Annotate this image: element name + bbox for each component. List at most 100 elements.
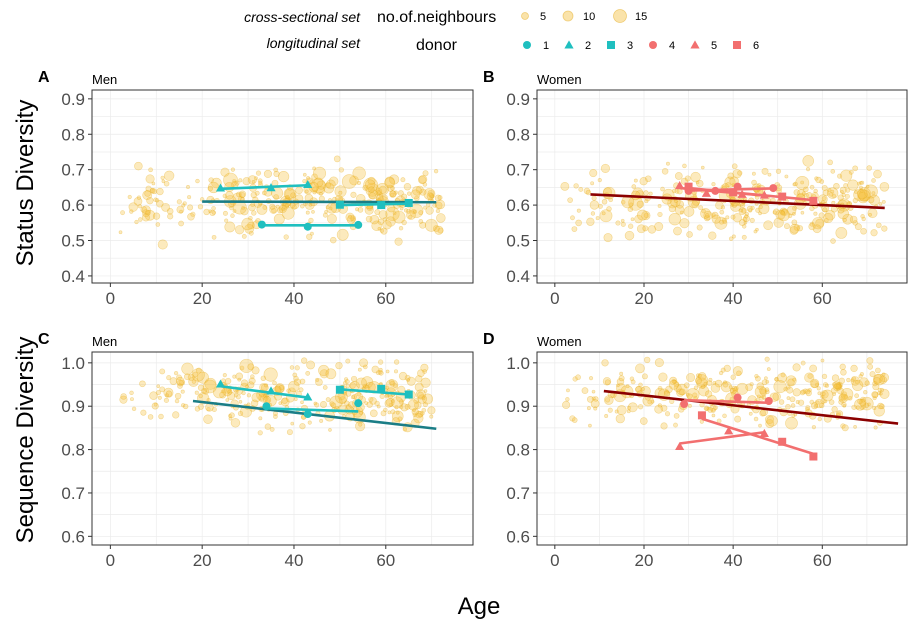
legend-donor-5-marker [690, 40, 700, 49]
cross-sectional-point [787, 213, 793, 219]
cross-sectional-point [700, 208, 711, 219]
legend: cross-sectional set no.of.neighbours 5 10… [244, 9, 759, 54]
cross-sectional-point [187, 373, 195, 381]
cross-sectional-point [417, 410, 424, 418]
cross-sectional-point [838, 393, 847, 402]
cross-sectional-point [342, 380, 348, 386]
cross-sectional-point [857, 398, 863, 405]
cross-sectional-point [840, 169, 853, 182]
cross-sectional-point [293, 378, 302, 386]
cross-sectional-point [322, 212, 328, 218]
cross-sectional-point [161, 202, 170, 212]
cross-sectional-point [732, 213, 742, 223]
cross-sectional-point [392, 210, 406, 224]
cross-sectional-point [763, 220, 773, 231]
cross-sectional-point [186, 185, 190, 189]
cross-sectional-point [879, 388, 890, 399]
cross-sectional-point [872, 391, 879, 398]
cross-sectional-point [599, 209, 613, 223]
cross-sectional-point [706, 406, 711, 411]
cross-sectional-point [821, 389, 834, 402]
cross-sectional-point [859, 180, 863, 185]
cross-sectional-point [789, 226, 799, 235]
cross-sectional-point [318, 191, 323, 196]
cross-sectional-point [191, 379, 197, 384]
cross-sectional-point [190, 211, 196, 217]
donor-1-point [262, 402, 271, 411]
cross-sectional-point [756, 394, 761, 399]
donor-3-point [335, 200, 344, 209]
cross-sectional-point [815, 218, 825, 228]
cross-sectional-point [791, 413, 796, 418]
cross-sectional-point [731, 385, 738, 392]
cross-sectional-point [144, 209, 156, 221]
cross-sectional-point [863, 390, 868, 395]
cross-sectional-point [208, 177, 214, 183]
cross-sectional-point [378, 367, 383, 372]
cross-sectional-point [743, 215, 750, 222]
cross-sectional-point [873, 425, 878, 430]
cross-sectional-point [843, 183, 849, 188]
donor-6-point [809, 452, 818, 461]
cross-sectional-point [843, 394, 849, 399]
panel-subtitle: Women [537, 334, 582, 349]
cross-sectional-point [877, 387, 882, 392]
cross-sectional-point [158, 413, 164, 420]
cross-sectional-point [792, 205, 798, 211]
cross-sectional-point [316, 180, 326, 190]
cross-sectional-point [409, 203, 424, 218]
cross-sectional-point [305, 210, 310, 215]
y-tick-label: 0.8 [506, 125, 530, 144]
cross-sectional-point [836, 381, 843, 389]
cross-sectional-point [719, 219, 724, 225]
cross-sectional-point [413, 401, 422, 410]
donor-6-series [697, 411, 818, 461]
cross-sectional-point [387, 410, 392, 415]
cross-sectional-point [422, 369, 428, 374]
cross-sectional-point [238, 399, 243, 404]
cross-sectional-point [220, 389, 225, 394]
cross-sectional-point [361, 376, 374, 389]
cross-sectional-point [281, 206, 295, 220]
cross-sectional-point [345, 212, 355, 222]
cross-sectional-point [758, 423, 762, 428]
cross-sectional-point [821, 391, 826, 396]
cross-sectional-point [836, 383, 842, 390]
cross-sectional-point [809, 184, 815, 190]
donor-3-fit-line [339, 388, 409, 396]
cross-sectional-point [616, 383, 620, 388]
cross-sectional-point [759, 387, 767, 395]
cross-sectional-point [586, 406, 591, 411]
cross-sectional-point [868, 212, 872, 217]
cross-sectional-point [784, 174, 789, 179]
trend-line [603, 389, 899, 425]
cross-sectional-point [807, 388, 812, 393]
cross-sectional-point [756, 382, 764, 390]
cross-sectional-point [865, 184, 870, 189]
cross-sectional-point [290, 192, 297, 199]
cross-sectional-point [384, 385, 390, 390]
cross-sectional-points [560, 155, 890, 244]
cross-sectional-point [734, 415, 742, 423]
cross-sectional-point [627, 206, 634, 212]
cross-sectional-point [853, 188, 866, 201]
cross-sectional-point [785, 416, 798, 430]
cross-sectional-point [682, 163, 687, 169]
cross-sectional-point [172, 411, 180, 419]
cross-sectional-point [315, 185, 326, 195]
cross-sectional-point [393, 359, 400, 365]
legend-donor-1-label: 1 [543, 40, 549, 52]
cross-sectional-point [232, 179, 237, 184]
cross-sectional-point [586, 217, 595, 226]
cross-sectional-point [867, 363, 874, 370]
cross-sectional-point [569, 415, 576, 422]
cross-sectional-point [423, 205, 428, 210]
donor-6-series [684, 182, 818, 205]
y-tick-label: 0.6 [506, 196, 530, 215]
cross-sectional-point [407, 191, 412, 196]
cross-sectional-point [299, 378, 306, 385]
cross-sectional-point [830, 169, 836, 174]
cross-sectional-point [156, 200, 164, 208]
cross-sectional-point [394, 237, 403, 246]
cross-sectional-point [272, 380, 277, 386]
